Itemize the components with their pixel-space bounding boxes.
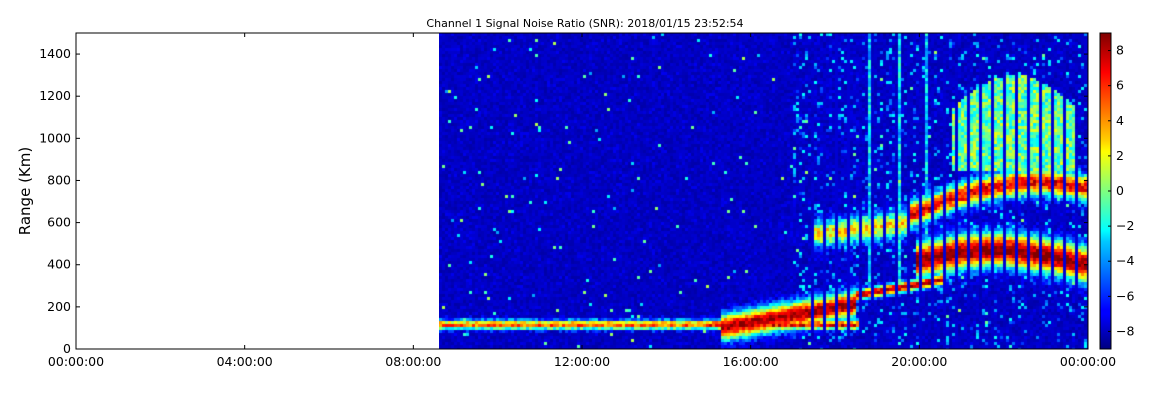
heatmap-layer [439, 33, 1088, 349]
heatmap-image [439, 33, 1088, 349]
colorbar-tick-label: 6 [1116, 78, 1124, 93]
y-tick-label: 200 [47, 299, 71, 314]
colorbar-tick-label: −4 [1116, 253, 1134, 268]
plot-area: 00:00:00 04:00:00 08:00:00 12:00:00 16:00:00… [39, 32, 1116, 369]
y-tick-label: 1400 [39, 46, 71, 61]
colorbar-tick-label: 8 [1116, 43, 1124, 58]
x-tick-label: 16:00:00 [723, 354, 779, 369]
y-axis-label: Range (Km) [16, 147, 34, 235]
y-tick-label: 400 [47, 257, 71, 272]
y-tick-label: 1000 [39, 130, 71, 145]
colorbar-tick-label: 0 [1116, 183, 1124, 198]
y-tick-label: 600 [47, 215, 71, 230]
y-tick-label: 1200 [39, 88, 71, 103]
x-tick-label: 20:00:00 [891, 354, 947, 369]
x-tick-label: 04:00:00 [217, 354, 273, 369]
colorbar: −8 −6 −4 −2 0 2 4 6 8 [1099, 32, 1134, 350]
colorbar-tick-label: −2 [1116, 218, 1134, 233]
colorbar-tick-label: 4 [1116, 113, 1124, 128]
colorbar-ticks: −8 −6 −4 −2 0 2 4 6 8 [1108, 43, 1134, 338]
colorbar-tick-label: −8 [1116, 323, 1134, 338]
colorbar-tick-label: 2 [1116, 148, 1124, 163]
chart-title: Channel 1 Signal Noise Ratio (SNR): 2018… [426, 17, 743, 30]
x-tick-label: 00:00:00 [1060, 354, 1116, 369]
colorbar-tick-label: −6 [1116, 288, 1134, 303]
x-tick-label: 12:00:00 [554, 354, 610, 369]
y-axis: 0 200 400 600 800 1000 1200 1400 [39, 46, 1088, 356]
x-tick-label: 00:00:00 [48, 354, 104, 369]
y-tick-label: 0 [63, 341, 71, 356]
x-axis: 00:00:00 04:00:00 08:00:00 12:00:00 16:00:00… [48, 33, 1116, 369]
x-tick-label: 08:00:00 [385, 354, 441, 369]
y-tick-label: 800 [47, 172, 71, 187]
